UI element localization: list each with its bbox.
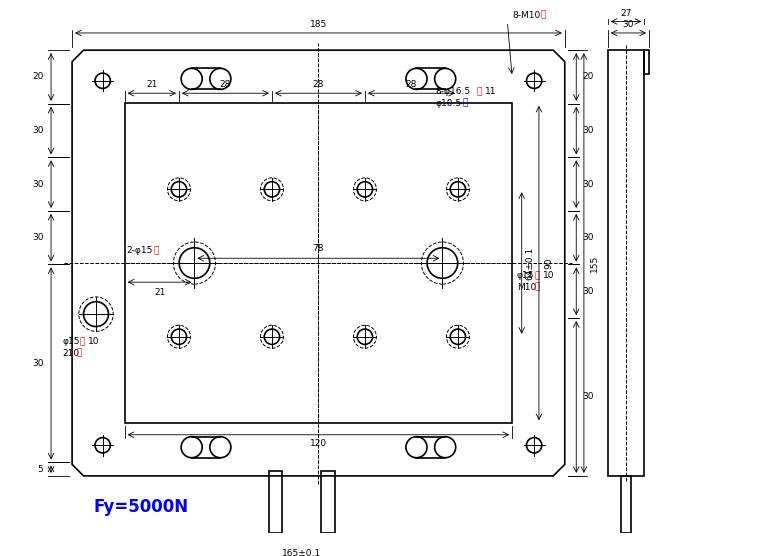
Text: 11: 11	[486, 87, 497, 96]
Text: 21: 21	[154, 288, 165, 297]
Bar	[621, 476, 630, 533]
Text: 深: 深	[541, 11, 546, 19]
Text: 78: 78	[313, 245, 324, 254]
Text: 5: 5	[38, 465, 44, 474]
Text: 30: 30	[582, 393, 594, 401]
Text: 10: 10	[88, 337, 100, 346]
Text: 28: 28	[406, 81, 417, 90]
Text: 30: 30	[32, 180, 44, 188]
Text: 深: 深	[153, 246, 159, 255]
Text: 185: 185	[309, 20, 327, 29]
Text: 30: 30	[32, 233, 44, 242]
Text: 10: 10	[543, 271, 555, 280]
Text: 深: 深	[77, 349, 82, 358]
Text: 120: 120	[310, 439, 327, 448]
Text: 深: 深	[534, 283, 539, 292]
Text: 30: 30	[582, 180, 594, 188]
Text: 8-M10: 8-M10	[512, 11, 540, 19]
Bar	[644, 50, 649, 74]
Bar	[269, 471, 282, 533]
Text: φ10.5: φ10.5	[436, 98, 462, 107]
Text: 深: 深	[534, 271, 539, 280]
Text: 21: 21	[146, 81, 158, 90]
Text: 20: 20	[32, 72, 44, 82]
Text: Fy=5000N: Fy=5000N	[93, 498, 188, 515]
Text: 深: 深	[476, 87, 482, 96]
Text: 28: 28	[220, 81, 231, 90]
Text: 30: 30	[623, 20, 634, 29]
Text: 27: 27	[620, 9, 632, 18]
Text: 深: 深	[80, 337, 85, 346]
Text: 2-φ15: 2-φ15	[126, 246, 153, 255]
Text: 深: 深	[463, 98, 468, 107]
Text: 165±0.1: 165±0.1	[282, 549, 321, 556]
Bar	[607, 50, 644, 476]
Text: φ15: φ15	[63, 337, 80, 346]
Text: 90: 90	[545, 257, 554, 269]
Text: M10: M10	[517, 283, 536, 292]
Bar	[125, 103, 512, 423]
Text: 28: 28	[313, 81, 324, 90]
Text: φ15: φ15	[517, 271, 535, 280]
Text: 155: 155	[590, 255, 599, 272]
Text: 30: 30	[32, 359, 44, 368]
Text: 30: 30	[582, 233, 594, 242]
Text: 30: 30	[582, 287, 594, 296]
Text: 8-φ16.5: 8-φ16.5	[436, 87, 471, 96]
Text: 20: 20	[582, 72, 594, 82]
Text: 64±0.1: 64±0.1	[525, 246, 535, 280]
Text: 210: 210	[63, 349, 80, 358]
Text: 30: 30	[32, 126, 44, 135]
Text: 30: 30	[582, 126, 594, 135]
Bar	[321, 471, 335, 533]
